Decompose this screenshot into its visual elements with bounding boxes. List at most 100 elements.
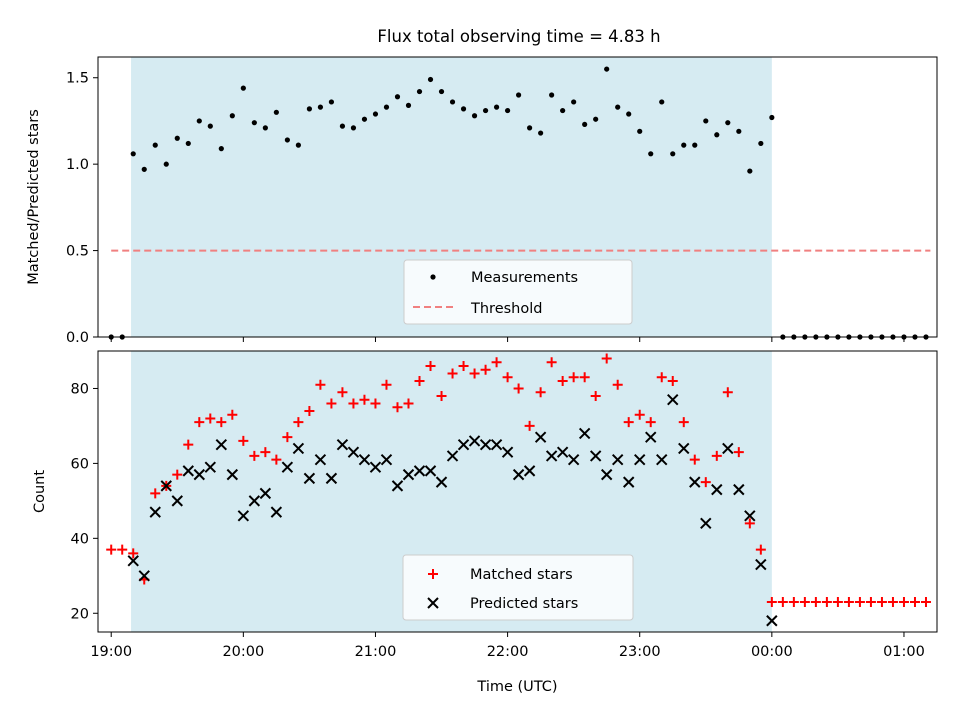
measurement-point <box>659 99 665 105</box>
axes-frame-top <box>97 56 938 338</box>
matched-star-point <box>370 398 381 409</box>
matched-star-point <box>392 402 403 413</box>
matched-star-point <box>304 405 315 416</box>
matched-star-point <box>414 375 425 386</box>
matched-star-point <box>689 454 700 465</box>
matched-star-point <box>480 364 491 375</box>
matched-star-point <box>909 597 920 608</box>
predicted-star-point <box>622 476 635 488</box>
predicted-star-point <box>534 431 547 443</box>
legend-predicted-marker <box>427 597 439 609</box>
measurement-point <box>394 94 401 100</box>
predicted-star-point <box>512 468 525 481</box>
predicted-star-point <box>700 517 712 530</box>
x-tick-label: 19:00 <box>90 644 132 660</box>
predicted-star-point <box>424 465 437 477</box>
matched-star-point <box>612 379 623 390</box>
x-tick-label: 22:00 <box>487 644 529 660</box>
x-tick-label: 20:00 <box>222 644 264 660</box>
legend-box <box>402 554 634 621</box>
matched-star-point <box>117 544 128 555</box>
predicted-star-point <box>523 465 536 477</box>
matched-star-point <box>656 372 667 383</box>
matched-star-point <box>755 544 766 555</box>
matched-star-point <box>601 353 612 364</box>
y-tick-label: 1.0 <box>66 157 89 173</box>
legend-box <box>403 259 633 325</box>
matched-star-point <box>722 387 733 398</box>
matched-star-point <box>469 368 480 379</box>
measurement-point <box>471 113 478 119</box>
matched-star-point <box>172 469 183 480</box>
predicted-star-point <box>182 465 194 477</box>
measurement-point <box>207 123 213 129</box>
measurement-point <box>538 130 544 136</box>
predicted-star-point <box>501 446 514 458</box>
matched-star-point <box>227 409 238 420</box>
predicted-star-point <box>325 472 338 485</box>
matched-star-point <box>260 447 271 458</box>
legend-measurements-label: Measurements <box>471 270 578 286</box>
measurement-point <box>416 88 423 95</box>
measurement-point <box>251 120 257 126</box>
predicted-star-point <box>259 487 272 500</box>
predicted-star-point <box>490 438 503 451</box>
ratio-panel: 0.0 0.5 1.0 1.5 Matched/Predicted stars Mea… <box>26 56 938 346</box>
measurement-point <box>725 120 731 126</box>
matched-star-point <box>898 597 909 608</box>
axes-frame-bottom <box>97 350 938 633</box>
x-tick-label: 00:00 <box>751 644 793 660</box>
predicted-star-point <box>391 480 404 492</box>
measurement-point <box>527 125 533 131</box>
matched-star-point <box>546 357 557 368</box>
measurement-point <box>703 118 709 124</box>
measurement-point <box>482 107 489 114</box>
matched-star-point <box>337 387 348 398</box>
measurement-point <box>637 128 643 134</box>
predicted-star-point <box>567 453 580 466</box>
measurement-point <box>262 125 268 131</box>
measurement-point <box>504 107 511 114</box>
measurement-point <box>571 99 577 105</box>
matched-star-point <box>315 379 326 390</box>
measurement-point <box>328 99 335 105</box>
predicted-star-point <box>193 468 206 481</box>
measurement-point <box>427 76 434 83</box>
matched-star-point <box>700 477 711 488</box>
matched-star-point <box>667 375 678 386</box>
matched-star-point <box>744 518 755 529</box>
predicted-star-point <box>248 495 261 507</box>
legend-predicted-label: Predicted stars <box>470 596 578 612</box>
y-ticks-top: 0.0 0.5 1.0 1.5 <box>66 71 98 346</box>
predicted-star-point <box>711 483 723 496</box>
measurement-point <box>747 168 753 174</box>
predicted-star-point <box>766 615 778 627</box>
y-axis-label-top: Matched/Predicted stars <box>26 109 42 285</box>
predicted-star-point <box>303 472 316 485</box>
x-axis-label: Time (UTC) <box>476 679 557 695</box>
predicted-star-point <box>160 480 172 492</box>
measurement-point <box>449 99 456 105</box>
matched-star-point <box>403 398 414 409</box>
measurement-point <box>273 109 279 115</box>
predicted-star-point <box>667 393 679 406</box>
predicted-star-point <box>678 442 690 455</box>
legend-matched-label: Matched stars <box>470 567 573 583</box>
matched-star-point <box>876 597 887 608</box>
measurement-point <box>692 142 698 148</box>
predicted-star-point <box>127 555 139 567</box>
matched-star-point <box>205 413 216 424</box>
legend-threshold-label: Threshold <box>470 301 542 317</box>
predicted-star-point <box>149 506 161 518</box>
matched-star-point <box>766 597 777 608</box>
matched-star-point <box>150 488 161 499</box>
matched-star-point <box>502 372 513 383</box>
matched-star-point <box>799 597 810 608</box>
measurement-point <box>769 114 775 121</box>
predicted-star-point <box>215 438 228 451</box>
matched-star-point <box>381 379 392 390</box>
matched-star-point <box>887 597 898 608</box>
matched-star-point <box>425 360 436 371</box>
measurement-point <box>626 111 632 117</box>
measurement-point <box>736 128 742 134</box>
